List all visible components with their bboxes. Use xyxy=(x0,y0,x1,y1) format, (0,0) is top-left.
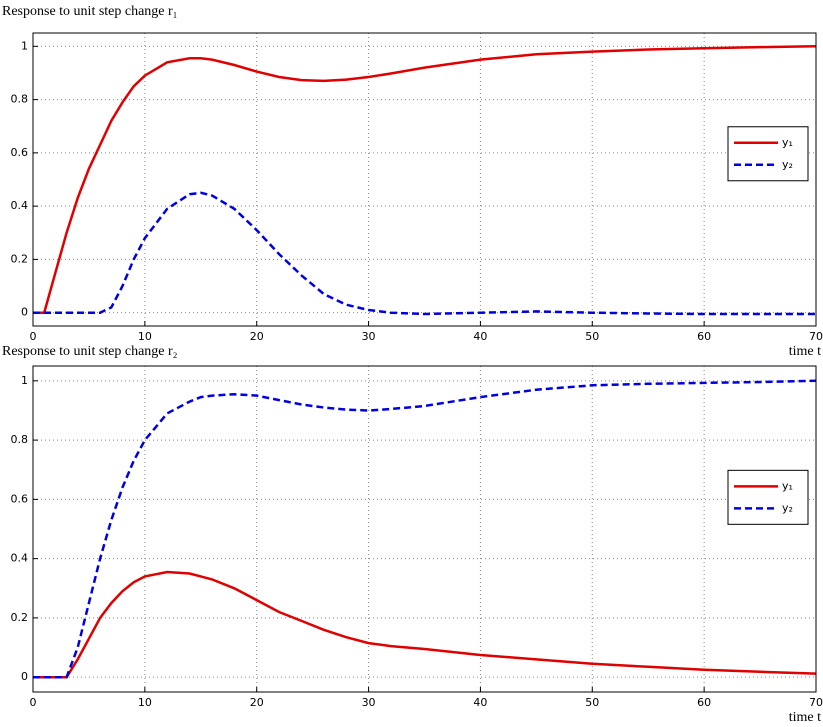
legend-label: y₂ xyxy=(782,501,793,514)
x-tick-label: 40 xyxy=(473,696,487,709)
x-tick-label: 70 xyxy=(809,696,823,709)
x-tick-label: 70 xyxy=(809,330,823,343)
x-tick-label: 20 xyxy=(250,330,264,343)
x-tick-label: 30 xyxy=(362,696,376,709)
legend-label: y₁ xyxy=(782,136,793,149)
legend-label: y₁ xyxy=(782,479,793,492)
y-tick-label: 0.4 xyxy=(11,552,29,565)
y-tick-label: 0.2 xyxy=(11,252,29,265)
x-tick-label: 30 xyxy=(362,330,376,343)
x-tick-label: 20 xyxy=(250,696,264,709)
x-tick-label: 10 xyxy=(138,696,152,709)
x-tick-label: 0 xyxy=(30,330,37,343)
y-tick-label: 0 xyxy=(21,306,28,319)
legend-label: y₂ xyxy=(782,158,793,171)
chart-title: Response to unit step change r₂ xyxy=(2,344,178,359)
axes-frame xyxy=(32,32,817,327)
y-tick-label: 0.6 xyxy=(11,146,29,159)
x-tick-label: 50 xyxy=(585,696,599,709)
data-line xyxy=(33,570,817,679)
y-tick-label: 0 xyxy=(21,670,28,683)
y-tick-label: 0.8 xyxy=(11,93,29,106)
y-tick-label: 0.4 xyxy=(11,199,29,212)
plot-area xyxy=(33,366,816,692)
y-tick-label: 1 xyxy=(21,374,28,387)
plot-area xyxy=(33,33,816,326)
data-line xyxy=(33,379,817,679)
legend-box xyxy=(727,126,809,182)
x-tick-label: 50 xyxy=(585,330,599,343)
data-line xyxy=(33,45,817,314)
y-tick-label: 1 xyxy=(21,39,28,52)
chart-title: Response to unit step change r₁ xyxy=(2,4,178,19)
y-tick-label: 0.6 xyxy=(11,492,29,505)
data-line xyxy=(33,191,816,316)
y-tick-label: 0.2 xyxy=(11,611,29,624)
y-tick-label: 0.8 xyxy=(11,433,29,446)
x-tick-label: 0 xyxy=(30,696,37,709)
axes-frame xyxy=(32,365,817,693)
x-axis-label: time t xyxy=(789,344,821,359)
x-tick-label: 60 xyxy=(697,696,711,709)
x-tick-label: 10 xyxy=(138,330,152,343)
x-tick-label: 40 xyxy=(473,330,487,343)
legend-box xyxy=(727,469,809,525)
x-tick-label: 60 xyxy=(697,330,711,343)
x-axis-label: time t xyxy=(789,710,821,725)
